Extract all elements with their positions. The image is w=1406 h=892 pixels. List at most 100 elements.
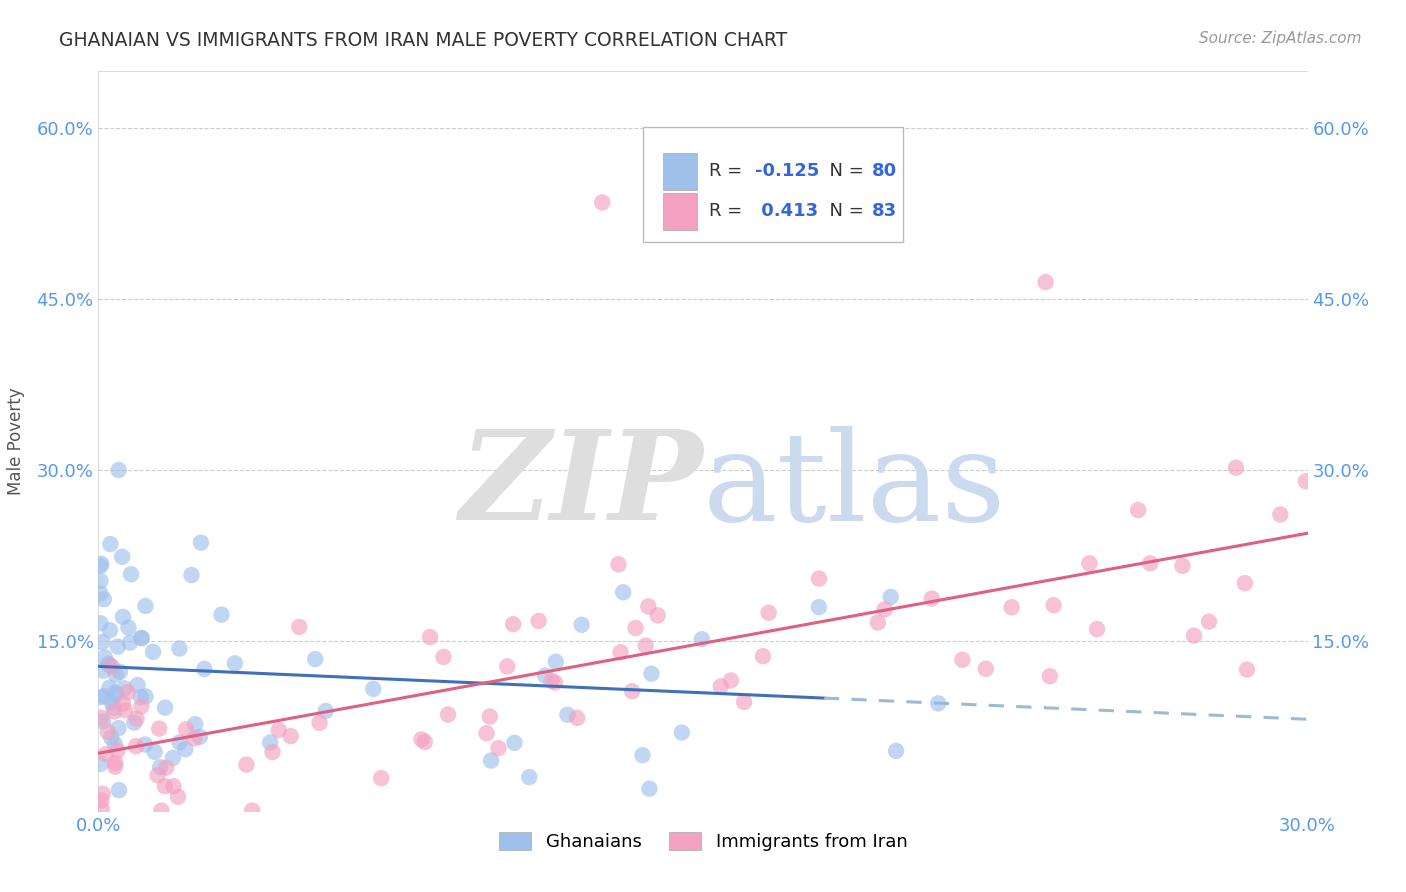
Point [107,721,129,735]
Point [129,690,152,705]
Point [112,681,135,696]
Point [315,704,337,718]
Point [262,745,284,759]
Point [413,735,436,749]
Point [921,591,943,606]
Text: 80: 80 [872,162,897,180]
Point [437,707,460,722]
Text: N =: N = [818,202,869,220]
Point [93,650,115,665]
Point [124,715,146,730]
Point [143,745,166,759]
Point [624,621,647,635]
Point [104,756,127,770]
Point [479,754,502,768]
Point [89,574,111,588]
Point [866,615,889,630]
Point [710,679,733,693]
Point [103,701,125,715]
Point [100,537,122,551]
Point [91,635,114,649]
Point [631,748,654,763]
Point [148,722,170,736]
Point [496,659,519,673]
Point [98,658,121,673]
Point [1035,275,1057,289]
Point [112,697,135,711]
Point [544,675,567,690]
Point [90,557,112,571]
Point [544,655,567,669]
Point [100,659,122,673]
Point [370,771,392,785]
Point [637,599,659,614]
Point [169,641,191,656]
Point [89,558,111,573]
Point [153,700,176,714]
Point [91,714,114,729]
Point [155,761,177,775]
Point [91,664,114,678]
Point [98,681,121,695]
Point [184,717,207,731]
Point [90,793,112,807]
Text: -0.125: -0.125 [755,162,820,180]
Y-axis label: Male Poverty: Male Poverty [7,388,25,495]
Point [1182,629,1205,643]
Point [612,585,634,599]
Point [486,741,509,756]
Point [571,617,593,632]
Text: R =: R = [709,162,748,180]
Point [567,711,589,725]
Point [105,687,128,701]
Point [1039,669,1062,683]
Point [211,607,233,622]
Point [108,665,131,679]
Point [880,590,903,604]
Point [100,695,122,709]
Point [129,631,152,645]
Point [169,735,191,749]
Point [89,690,111,705]
Point [97,657,120,671]
Point [90,802,112,816]
Point [259,735,281,749]
Point [503,736,526,750]
Point [117,685,139,699]
Point [91,787,114,801]
Point [90,711,112,725]
Point [1225,460,1247,475]
Point [193,662,215,676]
Point [411,732,433,747]
Point [1236,663,1258,677]
Point [125,739,148,754]
Point [502,617,524,632]
Point [591,195,613,210]
Point [752,649,775,664]
Point [609,645,631,659]
Point [1233,576,1256,591]
Point [93,689,115,703]
Point [974,662,997,676]
Point [475,726,498,740]
Point [733,695,755,709]
Text: Source: ZipAtlas.com: Source: ZipAtlas.com [1198,31,1361,46]
Point [108,783,131,797]
Point [188,730,211,744]
Text: 83: 83 [872,202,897,220]
Point [146,768,169,782]
Point [807,600,830,615]
Point [1085,622,1108,636]
Point [131,631,153,645]
Point [93,592,115,607]
Point [1171,558,1194,573]
Point [149,760,172,774]
Legend: Ghanaians, Immigrants from Iran: Ghanaians, Immigrants from Iran [492,824,914,858]
Point [100,731,122,745]
Text: N =: N = [818,162,869,180]
Point [419,630,441,644]
Point [240,804,263,818]
Point [873,602,896,616]
Point [640,666,662,681]
Point [117,621,139,635]
